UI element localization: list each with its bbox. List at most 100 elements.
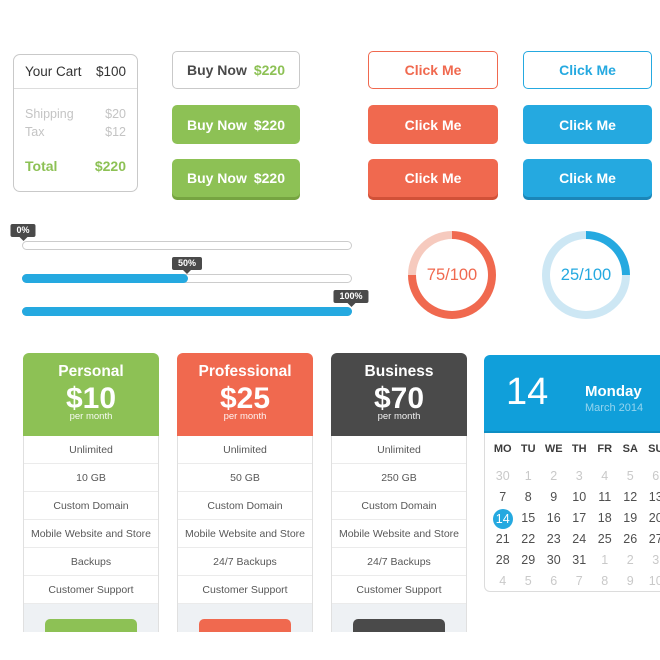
pricing-footer [23, 604, 159, 632]
calendar-day[interactable]: 5 [626, 469, 634, 483]
calendar-day[interactable]: 2 [626, 553, 634, 567]
buy-now-label: Buy Now [186, 170, 247, 186]
pricing-feature-list: Unlimited 50 GB Custom Domain Mobile Websit… [177, 436, 313, 604]
pricing-feature-row: Customer Support [332, 576, 466, 604]
radial-progress-red: 75/100 [408, 231, 496, 319]
calendar-day[interactable]: 21 [495, 532, 510, 546]
calendar-day[interactable]: 18 [597, 511, 612, 525]
calendar-day[interactable]: 1 [524, 469, 532, 483]
cart-total-value: $220 [94, 158, 126, 174]
pricing-feature-row: 10 GB [24, 464, 158, 492]
pricing-feature-row: Custom Domain [178, 492, 312, 520]
calendar-day[interactable]: 13 [648, 490, 660, 504]
progress-bar-100: 100% [22, 290, 369, 316]
calendar-day[interactable]: 4 [499, 574, 507, 588]
calendar-day[interactable]: 10 [572, 490, 587, 504]
click-me-red-outline[interactable]: Click Me [368, 51, 498, 89]
calendar-day[interactable]: 20 [648, 511, 660, 525]
calendar-day[interactable]: 9 [550, 490, 558, 504]
calendar-day[interactable]: 16 [546, 511, 561, 525]
pricing-feature-row: Unlimited [24, 436, 158, 464]
calendar-weekday: Monday [585, 383, 642, 400]
calendar-day[interactable]: 4 [601, 469, 609, 483]
calendar-day[interactable]: 24 [572, 532, 587, 546]
pricing-feature-row: 24/7 Backups [332, 548, 466, 576]
progress-fill [22, 274, 188, 283]
click-me-blue-outline[interactable]: Click Me [523, 51, 652, 89]
pricing-feature-row: Custom Domain [24, 492, 158, 520]
calendar-day[interactable]: 3 [575, 469, 583, 483]
calendar-day[interactable]: 11 [598, 490, 612, 504]
pricing-feature-row: Customer Support [24, 576, 158, 604]
calendar-day[interactable]: 1 [601, 553, 609, 567]
progress-tooltip: 0% [10, 224, 36, 237]
calendar-day-selected[interactable]: 14 [490, 508, 516, 529]
pricing-plan-name: Professional [198, 363, 292, 380]
calendar-day[interactable]: 5 [524, 574, 532, 588]
cart-amount: $100 [95, 64, 126, 79]
radial-progress-blue: 25/100 [542, 231, 630, 319]
pricing-feature-list: Unlimited 250 GB Custom Domain Mobile Websi… [331, 436, 467, 604]
pricing-card-professional: Professional $25 per month Unlimited 50 G… [177, 353, 313, 632]
pricing-card-personal: Personal $10 per month Unlimited 10 GB Cus… [23, 353, 159, 632]
calendar-day-header: SA [622, 443, 638, 455]
click-me-label: Click Me [559, 62, 616, 78]
pricing-plan-name: Business [364, 363, 434, 380]
pricing-feature-row: 50 GB [178, 464, 312, 492]
calendar-day[interactable]: 10 [648, 574, 660, 588]
calendar-day[interactable]: 31 [572, 553, 587, 567]
calendar-day[interactable]: 26 [623, 532, 638, 546]
calendar-selected-day-circle: 14 [492, 508, 513, 529]
click-me-label: Click Me [559, 170, 616, 186]
calendar-day-header-row: MO TU WE TH FR SA SU [490, 443, 660, 455]
calendar-day[interactable]: 9 [626, 574, 634, 588]
radial-progress-label: 25/100 [560, 265, 612, 284]
cart-total-label: Total [25, 158, 58, 174]
calendar-day-header: SU [648, 443, 660, 455]
calendar-day[interactable]: 7 [575, 574, 583, 588]
calendar-day[interactable]: 7 [499, 490, 507, 504]
click-me-blue-solid[interactable]: Click Me [523, 105, 652, 144]
calendar-day[interactable]: 19 [623, 511, 638, 525]
progress-tooltip-label: 50% [177, 258, 197, 268]
calendar-day[interactable]: 17 [572, 511, 587, 525]
calendar-day[interactable]: 6 [652, 469, 660, 483]
calendar-day[interactable]: 30 [546, 553, 561, 567]
calendar-widget: 14 Monday March 2014 MO TU WE TH FR SA SU 30 1 2… [484, 355, 660, 592]
cart-header: Your Cart $100 [14, 55, 137, 89]
pricing-plan-price: $10 [65, 382, 117, 415]
buy-now-button-outline[interactable]: Buy Now $220 [172, 51, 300, 89]
pricing-feature-row: Custom Domain [332, 492, 466, 520]
buy-now-button-pressed[interactable]: Buy Now $220 [172, 159, 300, 197]
click-me-red-solid[interactable]: Click Me [368, 105, 498, 144]
calendar-day[interactable]: 30 [495, 469, 510, 483]
buy-now-price: $220 [253, 170, 286, 186]
click-me-blue-pressed[interactable]: Click Me [523, 159, 652, 197]
calendar-day-header: MO [493, 443, 512, 455]
click-me-label: Click Me [404, 170, 462, 186]
pricing-signup-button[interactable] [199, 619, 291, 632]
pricing-feature-row: Mobile Website and Store [178, 520, 312, 548]
calendar-day[interactable]: 6 [550, 574, 558, 588]
calendar-day[interactable]: 8 [524, 490, 532, 504]
progress-bar-0: 0% [10, 224, 352, 250]
pricing-signup-button[interactable] [353, 619, 445, 632]
click-me-red-pressed[interactable]: Click Me [368, 159, 498, 197]
pricing-signup-button[interactable] [45, 619, 137, 632]
calendar-day[interactable]: 8 [601, 574, 609, 588]
calendar-day[interactable]: 2 [550, 469, 558, 483]
calendar-day[interactable]: 23 [546, 532, 561, 546]
calendar-day[interactable]: 27 [648, 532, 660, 546]
calendar-day[interactable]: 22 [521, 532, 536, 546]
pricing-feature-row: 24/7 Backups [178, 548, 312, 576]
calendar-day[interactable]: 15 [521, 511, 536, 525]
progress-tooltip-label: 0% [16, 225, 30, 235]
calendar-day[interactable]: 28 [495, 553, 510, 567]
calendar-day[interactable]: 3 [652, 553, 660, 567]
calendar-day[interactable]: 29 [521, 553, 536, 567]
pricing-header: Professional $25 per month [177, 353, 313, 436]
calendar-day[interactable]: 12 [623, 490, 638, 504]
buy-now-button-solid[interactable]: Buy Now $220 [172, 105, 300, 144]
calendar-day[interactable]: 25 [597, 532, 612, 546]
